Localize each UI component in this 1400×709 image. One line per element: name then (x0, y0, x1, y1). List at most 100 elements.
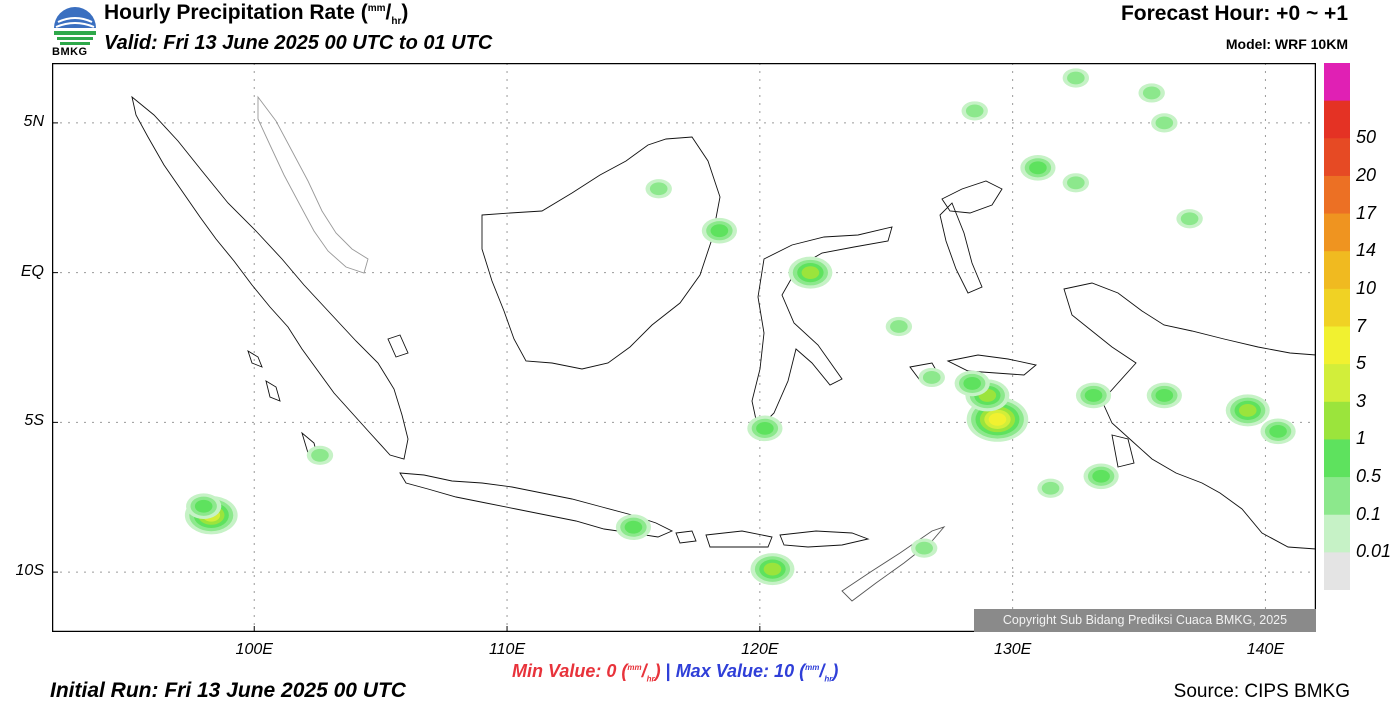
precip-contour (763, 562, 782, 576)
precip-contour (1142, 86, 1161, 100)
lon-label: 110E (488, 641, 526, 658)
precip-cell (1151, 113, 1178, 133)
precip-cell (910, 538, 938, 558)
legend-label: 14 (1356, 240, 1377, 261)
precip-contour (1155, 116, 1174, 130)
legend-label: 17 (1356, 202, 1377, 223)
legend-swatch (1324, 175, 1350, 215)
legend-swatch (1324, 213, 1350, 252)
legend-swatch (1324, 401, 1350, 440)
precip-cell (1176, 209, 1203, 229)
precip-cell (1075, 382, 1112, 409)
simeulue-outline (247, 349, 263, 368)
precip-contour (801, 266, 820, 280)
precip-contour (311, 448, 329, 462)
borneo-outline (481, 136, 721, 370)
legend-swatch (1324, 251, 1350, 290)
aru-outline (1111, 434, 1135, 468)
legend-label: 20 (1356, 164, 1377, 185)
legend-label: 50 (1356, 127, 1377, 148)
legend-swatch (1324, 100, 1350, 139)
legend-label: 0.5 (1356, 466, 1382, 487)
legend-swatch (1324, 138, 1350, 177)
logo-text: BMKG (52, 46, 88, 58)
malay-peninsula-outline (257, 95, 369, 274)
precip-cell (186, 493, 222, 520)
sumatra-outline (131, 95, 409, 460)
lat-label: EQ (20, 262, 44, 280)
map-frame (52, 63, 1316, 632)
lat-label: 5N (23, 112, 44, 130)
precipitation-cells (184, 68, 1296, 586)
precip-contour (1084, 389, 1103, 402)
precip-cell (1260, 418, 1296, 445)
model-name: Model: WRF 10KM (1225, 36, 1348, 52)
precip-contour (1067, 71, 1085, 85)
precip-cell (747, 415, 783, 442)
nias-outline (265, 380, 281, 402)
unit-numerator: mm (367, 3, 386, 14)
precip-contour (649, 182, 668, 196)
philippines-outline (941, 180, 1003, 214)
precip-contour (1041, 481, 1060, 495)
precip-contour (963, 377, 981, 390)
lon-label: 120E (741, 641, 779, 658)
precip-cell (750, 553, 795, 586)
min-max-separator: | (665, 661, 671, 681)
precip-contour (1067, 176, 1085, 190)
precip-contour (1180, 212, 1199, 226)
precip-contour (1092, 469, 1110, 483)
precip-contour (1238, 403, 1257, 417)
bmkg-logo (54, 7, 96, 45)
precip-cell (1062, 173, 1090, 193)
legend-label: 3 (1356, 390, 1367, 411)
precip-contour (710, 224, 729, 238)
legend-swatch (1324, 288, 1350, 327)
bali-outline (675, 530, 697, 544)
precip-cell (306, 445, 334, 465)
precip-cell (1083, 463, 1119, 490)
precip-cell (1225, 394, 1270, 427)
precip-contour (890, 320, 908, 333)
precip-contour (988, 412, 1007, 426)
precip-contour (965, 104, 984, 118)
forecast-hour: Forecast Hour: +0 ~ +1 (1120, 2, 1348, 25)
legend-label: 0.1 (1356, 503, 1382, 524)
precipitation-map (52, 63, 1316, 632)
precip-contour (194, 499, 213, 513)
precip-cell (918, 367, 945, 388)
lombok-sumbawa-outline (705, 530, 773, 548)
precip-cell (645, 179, 672, 199)
precip-cell (1062, 68, 1090, 88)
precip-contour (1029, 161, 1047, 175)
precip-contour (1269, 424, 1287, 438)
precip-contour (756, 421, 774, 435)
legend-label: 10 (1356, 277, 1377, 298)
initial-run: Initial Run: Fri 13 June 2025 00 UTC (50, 679, 406, 702)
chart-title: Hourly Precipitation Rate (mm/hr) (104, 1, 409, 28)
timor-outline (841, 526, 946, 602)
legend-swatch (1324, 326, 1350, 365)
precip-contour (915, 541, 933, 555)
halmahera-outline (939, 202, 983, 294)
unit-denominator: hr (391, 16, 402, 28)
lat-label: 10S (15, 562, 44, 580)
precip-cell (1138, 83, 1165, 103)
data-source: Source: CIPS BMKG (1173, 681, 1350, 702)
precip-cell (1020, 155, 1056, 181)
lon-label: 130E (993, 641, 1032, 658)
legend-label: 0.01 (1356, 541, 1392, 562)
min-value: Min Value: 0 (mm/hr) (512, 661, 661, 684)
bangka-outline (387, 334, 409, 358)
legend-swatch (1324, 514, 1350, 553)
legend-swatch (1324, 364, 1350, 403)
min-max-values: Min Value: 0 (mm/hr) | Max Value: 10 (mm… (512, 661, 838, 684)
precip-cell (885, 316, 913, 337)
copyright-notice: Copyright Sub Bidang Prediksi Cuaca BMKG… (974, 609, 1316, 632)
precip-contour (922, 371, 941, 384)
lat-label: 5S (24, 412, 44, 430)
lon-label: 140E (1246, 641, 1285, 658)
precip-cell (961, 101, 988, 121)
new-guinea-outline (1063, 282, 1316, 550)
precip-cell (1037, 478, 1064, 498)
